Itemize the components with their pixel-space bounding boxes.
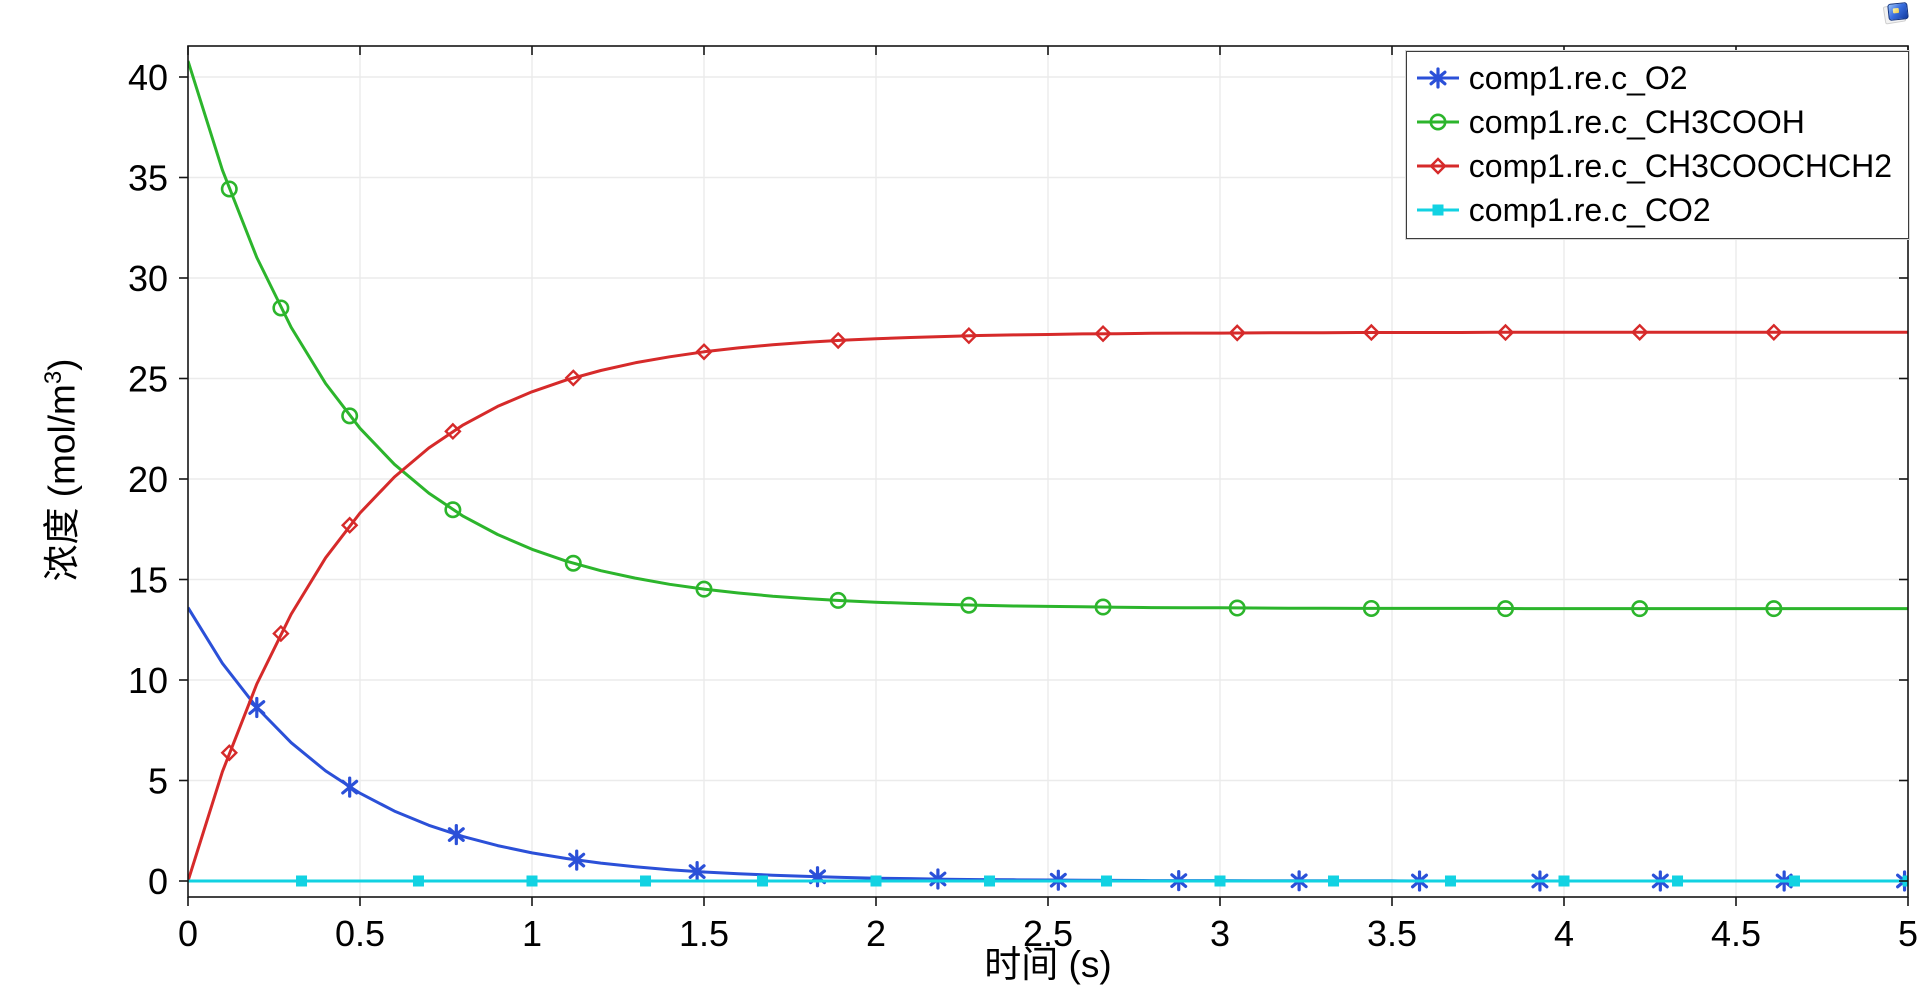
y-tick-label: 0 — [148, 861, 168, 902]
x-axis-label: 时间 (s) — [984, 944, 1112, 985]
gridlines — [188, 46, 1908, 897]
legend-label: comp1.re.c_CH3COOH — [1468, 104, 1805, 140]
x-tick-label: 1 — [522, 913, 542, 954]
y-tick-label: 30 — [128, 258, 168, 299]
legend-label: comp1.re.c_O2 — [1468, 60, 1688, 96]
legend-item: comp1.re.c_CO2 — [1415, 189, 1892, 231]
x-tick-label: 4 — [1554, 913, 1574, 954]
series-comp1.re.c_CH3COOCHCH2 — [188, 323, 1908, 882]
highlight-dot-icon — [1892, 7, 1900, 14]
legend-item: comp1.re.c_CH3COOH — [1415, 101, 1892, 143]
legend-marker-circle-icon — [1416, 113, 1459, 131]
x-tick-label: 3 — [1210, 913, 1230, 954]
legend-marker-asterisk-icon — [1416, 67, 1459, 89]
legend-label: comp1.re.c_CO2 — [1468, 192, 1711, 228]
legend-item: comp1.re.c_CH3COOCHCH2 — [1415, 145, 1892, 187]
screen-icon — [1887, 2, 1909, 21]
y-tick-label: 5 — [148, 761, 168, 802]
legend-item: comp1.re.c_O2 — [1415, 57, 1892, 99]
x-tick-label: 1.5 — [679, 913, 729, 954]
y-axis-label: 浓度 (mol/m3) — [39, 358, 83, 582]
legend: comp1.re.c_O2 comp1.re.c_CH3COOH comp1.re.… — [1405, 51, 1909, 239]
plot-window-icon[interactable] — [1882, 2, 1909, 25]
x-tick-label: 5 — [1898, 913, 1918, 954]
y-tick-label: 20 — [128, 459, 168, 500]
x-tick-label: 0.5 — [335, 913, 385, 954]
x-tick-label: 2 — [866, 913, 886, 954]
series-comp1.re.c_O2 — [188, 606, 1908, 892]
x-tick-label: 2.5 — [1023, 913, 1073, 954]
y-tick-label: 25 — [128, 359, 168, 400]
y-tick-label: 35 — [128, 158, 168, 199]
y-tick-label: 10 — [128, 660, 168, 701]
x-tick-label: 3.5 — [1367, 913, 1417, 954]
legend-marker-square-icon — [1416, 204, 1459, 216]
y-tick-label: 40 — [128, 57, 168, 98]
series-comp1.re.c_CH3COOH — [188, 60, 1908, 618]
x-tick-label: 4.5 — [1711, 913, 1761, 954]
y-tick-label: 15 — [128, 560, 168, 601]
legend-marker-diamond-icon — [1416, 157, 1459, 175]
x-tick-label: 0 — [178, 913, 198, 954]
legend-label: comp1.re.c_CH3COOCHCH2 — [1468, 148, 1892, 184]
